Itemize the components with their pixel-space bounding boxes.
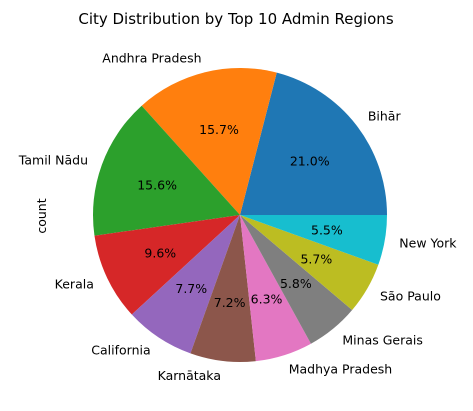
pie-percent-label: 6.3% <box>251 292 283 307</box>
pie-category-label: São Paulo <box>380 288 441 303</box>
pie-slices <box>93 68 387 362</box>
pie-percent-label: 5.5% <box>311 223 343 238</box>
pie-slice-minas-gerais <box>240 215 353 344</box>
y-axis-label: count <box>34 198 49 233</box>
pie-slice-bihar <box>240 72 387 215</box>
pie-slice-tamil-nadu <box>93 105 240 236</box>
pie-percent-label: 15.7% <box>199 122 239 137</box>
pie-slice-new-york <box>240 215 387 265</box>
pie-category-label: Bihār <box>368 108 402 123</box>
pie-slice-california <box>131 215 240 354</box>
pie-slice-karnataka <box>190 215 256 362</box>
pie-category-labels: Bihār Andhra Pradesh Tamil Nādu Kerala Calif… <box>18 50 457 383</box>
pie-category-label: Andhra Pradesh <box>102 50 201 65</box>
pie-category-label: New York <box>399 235 457 250</box>
pie-category-label: Kerala <box>55 277 94 292</box>
pie-slice-madhya-pradesh <box>240 215 311 362</box>
pie-percent-label: 9.6% <box>144 245 176 260</box>
pie-percent-label: 21.0% <box>290 153 330 168</box>
pie-slice-andhra-pradesh <box>141 68 277 215</box>
pie-slice-kerala <box>94 215 241 315</box>
pie-category-label: California <box>91 342 150 357</box>
pie-percent-label: 15.6% <box>137 177 177 192</box>
pie-slice-sao-paulo <box>240 215 379 311</box>
pie-percent-label: 5.8% <box>280 276 312 291</box>
pie-category-label: Karnātaka <box>158 368 221 383</box>
pie-category-label: Tamil Nādu <box>18 152 88 167</box>
pie-percent-label: 7.2% <box>214 295 246 310</box>
pie-category-label: Minas Gerais <box>342 333 423 348</box>
pie-percent-labels: 21.0% 15.7% 15.6% 9.6% 7.7% 7.2% 6.3%5.8% 5.7% 5… <box>137 122 343 310</box>
pie-category-label: Madhya Pradesh <box>289 362 393 377</box>
chart-title: City Distribution by Top 10 Admin Region… <box>78 10 393 28</box>
pie-percent-label: 5.7% <box>300 252 332 267</box>
pie-percent-label: 7.7% <box>175 281 207 296</box>
